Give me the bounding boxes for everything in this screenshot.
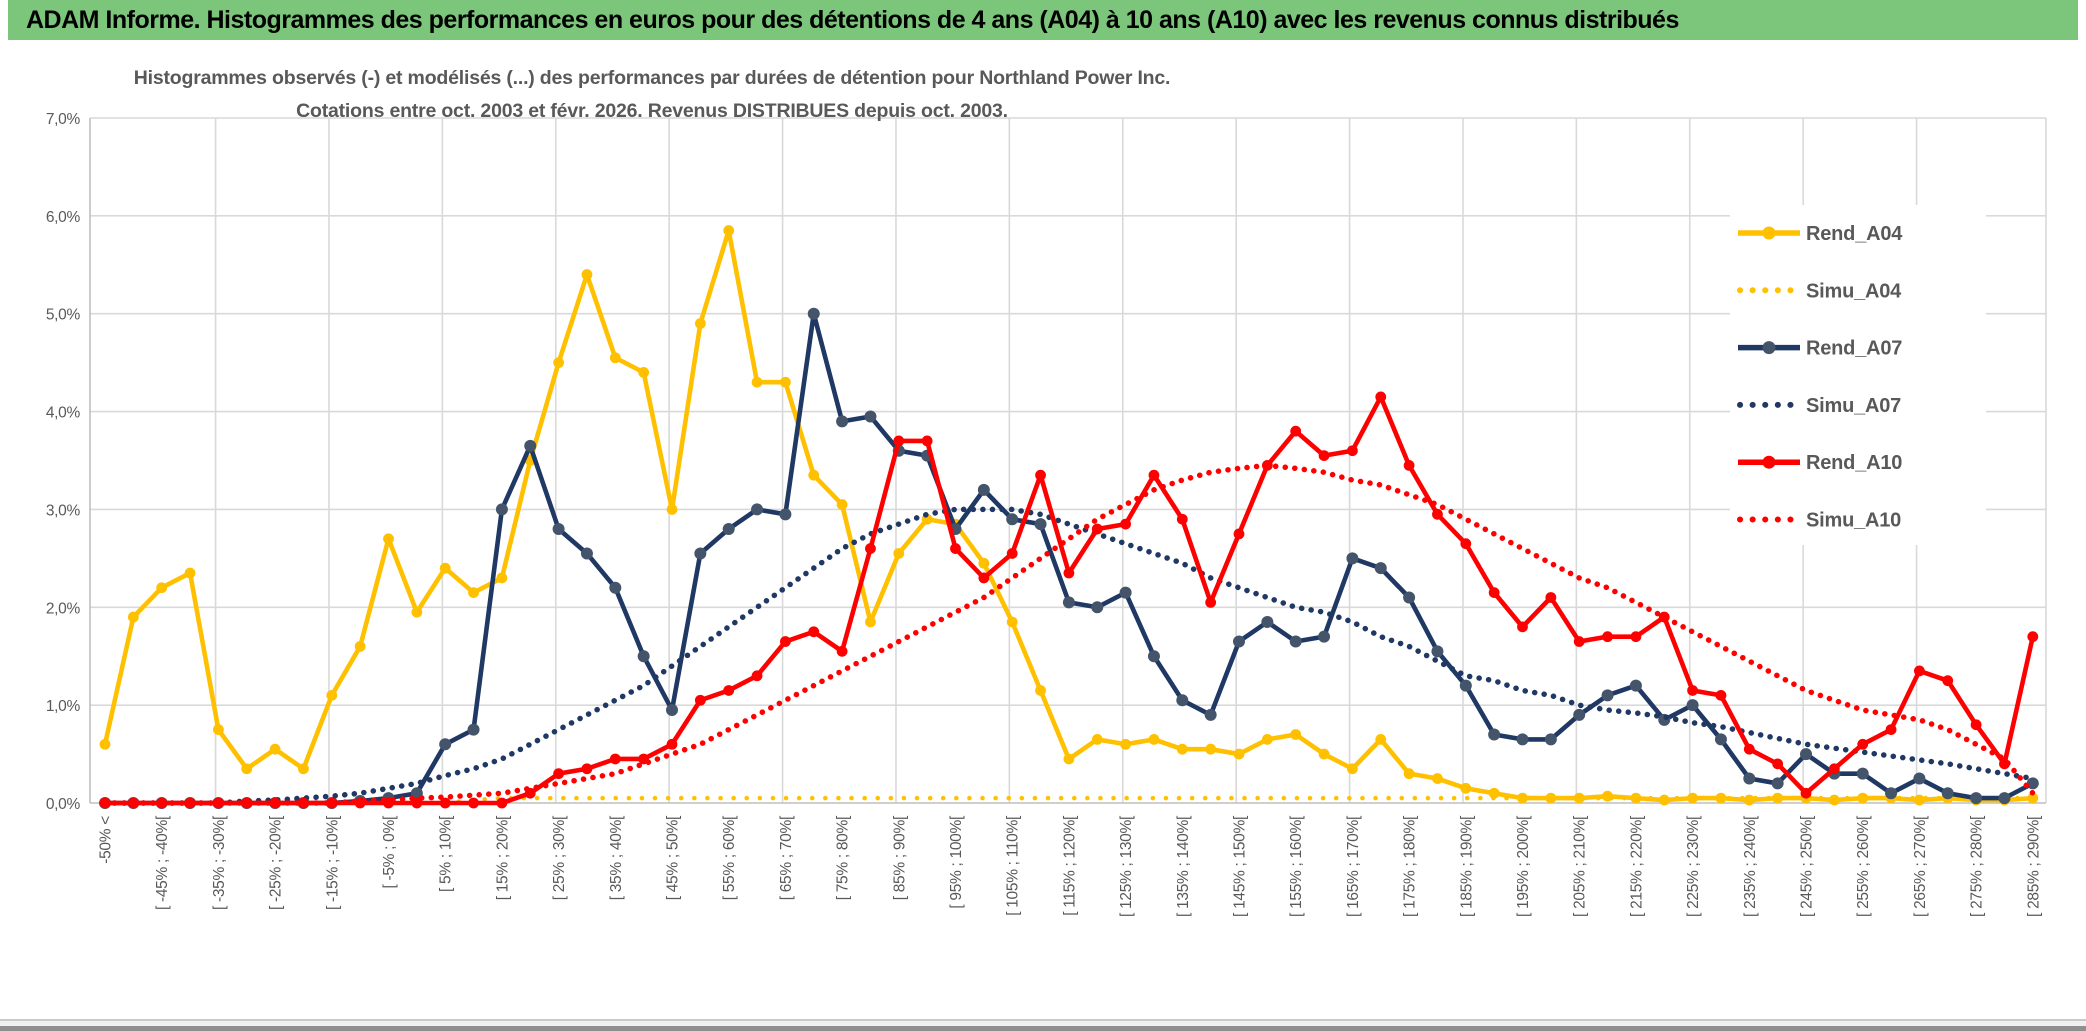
svg-text:[ 275% ; 280%[: [ 275% ; 280%[ (1969, 815, 1986, 917)
svg-text:Histogrammes observés (-) et m: Histogrammes observés (-) et modélisés (… (134, 67, 1170, 89)
svg-text:7,0%: 7,0% (46, 111, 81, 128)
svg-text:3,0%: 3,0% (46, 502, 81, 519)
svg-text:[ 225% ; 230%[: [ 225% ; 230%[ (1685, 815, 1702, 917)
x-axis-labels: -50% < [ -45% ; -40%[ [ -35% ; -30%[ [ -25%… (98, 815, 2043, 917)
svg-text:[ 55% ; 60%[: [ 55% ; 60%[ (721, 815, 738, 900)
svg-text:Simu_A07: Simu_A07 (1806, 395, 1901, 417)
svg-text:Rend_A04: Rend_A04 (1806, 223, 1903, 245)
svg-text:Simu_A04: Simu_A04 (1806, 280, 1902, 302)
svg-text:2,0%: 2,0% (46, 600, 81, 617)
series-Simu_A07 (102, 506, 2036, 806)
statusbar-band (0, 1021, 2086, 1026)
svg-text:[ 95% ; 100%[: [ 95% ; 100%[ (948, 815, 965, 909)
svg-text:[ 175% ; 180%[: [ 175% ; 180%[ (1402, 815, 1419, 917)
svg-text:[ -35% ; -30%[: [ -35% ; -30%[ (211, 815, 228, 910)
legend-item-Rend_A07[interactable]: Rend_A07 (1738, 338, 1902, 360)
legend-item-Simu_A07[interactable]: Simu_A07 (1737, 395, 1901, 417)
svg-text:[ 185% ; 190%[: [ 185% ; 190%[ (1458, 815, 1475, 917)
svg-text:[ 25% ; 30%[: [ 25% ; 30%[ (551, 815, 568, 900)
svg-text:5,0%: 5,0% (46, 307, 81, 324)
svg-text:[ 105% ; 110%[: [ 105% ; 110%[ (1005, 815, 1022, 916)
performance-histogram-chart: 0,0% 1,0% 2,0% 3,0% 4,0% 5,0% 6,0% 7,0% -50% < [ … (46, 67, 2047, 917)
svg-text:[ 45% ; 50%[: [ 45% ; 50%[ (665, 815, 682, 900)
chart-title: Histogrammes observés (-) et modélisés (… (134, 67, 1171, 122)
svg-text:0,0%: 0,0% (46, 796, 81, 813)
window-title-bar: ADAM Informe. Histogrammes des performan… (8, 0, 2078, 40)
svg-text:[ 5% ; 10%[: [ 5% ; 10%[ (438, 815, 455, 892)
svg-text:[ -15% ; -10%[: [ -15% ; -10%[ (324, 815, 341, 910)
svg-text:4,0%: 4,0% (46, 405, 81, 422)
svg-text:[ 75% ; 80%[: [ 75% ; 80%[ (835, 815, 852, 900)
svg-text:[ 165% ; 170%[: [ 165% ; 170%[ (1345, 815, 1362, 917)
y-axis-labels: 0,0% 1,0% 2,0% 3,0% 4,0% 5,0% 6,0% 7,0% (46, 111, 81, 813)
legend-item-Rend_A10[interactable]: Rend_A10 (1738, 452, 1902, 474)
chart-region: 0,0% 1,0% 2,0% 3,0% 4,0% 5,0% 6,0% 7,0% -50% < [ … (0, 40, 2086, 1019)
series-Simu_A10 (102, 462, 2036, 806)
svg-text:[ -45% ; -40%[: [ -45% ; -40%[ (154, 815, 171, 910)
svg-text:[ 65% ; 70%[: [ 65% ; 70%[ (778, 815, 795, 900)
svg-text:[ 205% ; 210%[: [ 205% ; 210%[ (1572, 815, 1589, 917)
svg-text:Simu_A10: Simu_A10 (1806, 510, 1901, 532)
svg-text:[ 235% ; 240%[: [ 235% ; 240%[ (1742, 815, 1759, 917)
svg-text:[ 195% ; 200%[: [ 195% ; 200%[ (1515, 815, 1532, 917)
page-title: ADAM Informe. Histogrammes des performan… (26, 5, 1679, 34)
legend-item-Simu_A04[interactable]: Simu_A04 (1737, 280, 1902, 302)
svg-text:[ 155% ; 160%[: [ 155% ; 160%[ (1288, 815, 1305, 917)
svg-text:[ 115% ; 120%[: [ 115% ; 120%[ (1061, 815, 1078, 916)
svg-text:[ 255% ; 260%[: [ 255% ; 260%[ (1855, 815, 1872, 917)
svg-text:[ 135% ; 140%[: [ 135% ; 140%[ (1175, 815, 1192, 917)
legend-item-Simu_A10[interactable]: Simu_A10 (1737, 510, 1901, 532)
svg-text:[ -5% ; 0%[: [ -5% ; 0%[ (381, 815, 398, 888)
svg-text:[ 125% ; 130%[: [ 125% ; 130%[ (1118, 815, 1135, 917)
svg-text:[ 15% ; 20%[: [ 15% ; 20%[ (494, 815, 511, 900)
legend-item-Rend_A04[interactable]: Rend_A04 (1738, 223, 1903, 245)
svg-text:-50% <: -50% < (98, 816, 115, 864)
statusbar-divider (0, 1019, 2086, 1021)
svg-text:[ 215% ; 220%[: [ 215% ; 220%[ (1628, 815, 1645, 917)
svg-text:Rend_A07: Rend_A07 (1806, 338, 1902, 360)
svg-text:Cotations entre oct. 2003 et f: Cotations entre oct. 2003 et févr. 2026.… (296, 100, 1008, 122)
legend: Rend_A04 Simu_A04 Rend_A07 Simu_A07 Rend_A10… (1730, 205, 1986, 545)
svg-text:[ 245% ; 250%[: [ 245% ; 250%[ (1799, 815, 1816, 917)
series-Rend_A10 (99, 391, 2039, 809)
svg-text:Rend_A10: Rend_A10 (1806, 452, 1902, 474)
svg-text:[ 285% ; 290%[: [ 285% ; 290%[ (2025, 815, 2042, 917)
svg-text:[ 35% ; 40%[: [ 35% ; 40%[ (608, 815, 625, 900)
svg-text:[ 265% ; 270%[: [ 265% ; 270%[ (1912, 815, 1929, 917)
svg-text:[ -25% ; -20%[: [ -25% ; -20%[ (268, 815, 285, 910)
svg-text:1,0%: 1,0% (46, 698, 81, 715)
svg-text:[ 85% ; 90%[: [ 85% ; 90%[ (891, 815, 908, 900)
svg-text:[ 145% ; 150%[: [ 145% ; 150%[ (1232, 815, 1249, 917)
svg-text:6,0%: 6,0% (46, 209, 81, 226)
horizontal-scrollbar[interactable] (0, 1026, 2086, 1031)
